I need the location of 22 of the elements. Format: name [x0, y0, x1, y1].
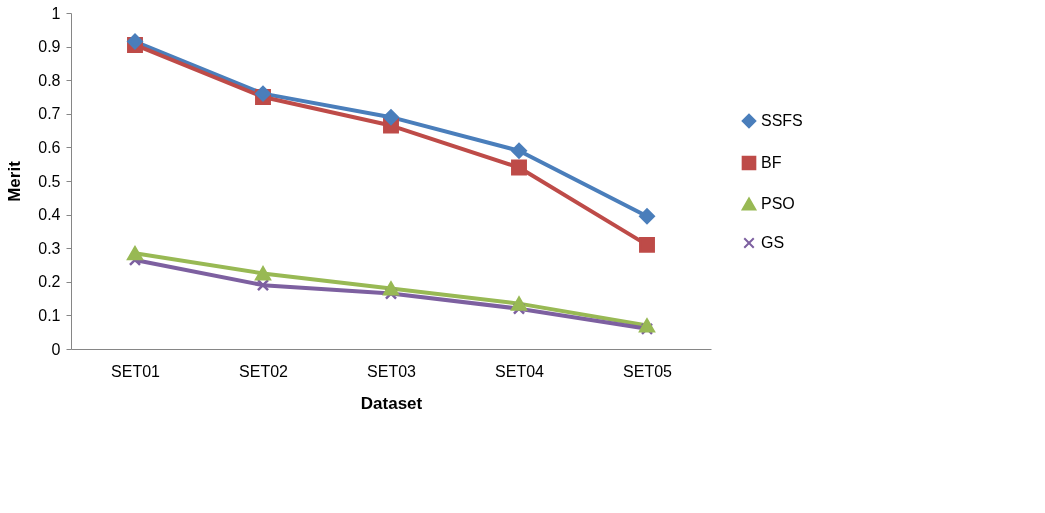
- y-tick-label: 0.9: [38, 38, 61, 56]
- legend-label: SSFS: [761, 112, 803, 129]
- y-tick-label: 0.8: [38, 71, 61, 89]
- y-tick-label: 0.2: [38, 273, 61, 291]
- x-tick-label: SET02: [239, 362, 289, 380]
- y-tick-label: 0.7: [38, 105, 61, 123]
- x-tick-label: SET01: [111, 362, 161, 380]
- x-tick-label: SET05: [623, 362, 673, 380]
- y-tick-label: 1: [51, 4, 61, 22]
- legend-label: PSO: [761, 195, 795, 212]
- x-tick-label: SET04: [495, 362, 545, 380]
- y-tick-label: 0.4: [38, 206, 61, 224]
- y-tick-label: 0.3: [38, 239, 61, 257]
- y-tick-label: 0: [51, 340, 61, 358]
- x-tick-label: SET03: [367, 362, 417, 380]
- y-axis-title: Merit: [5, 160, 25, 202]
- legend-label: BF: [761, 154, 782, 171]
- x-axis-title: Dataset: [360, 393, 423, 413]
- y-tick-label: 0.6: [38, 138, 61, 156]
- legend-label: GS: [761, 234, 785, 251]
- y-tick-label: 0.5: [38, 172, 61, 190]
- y-tick-label: 0.1: [38, 306, 61, 324]
